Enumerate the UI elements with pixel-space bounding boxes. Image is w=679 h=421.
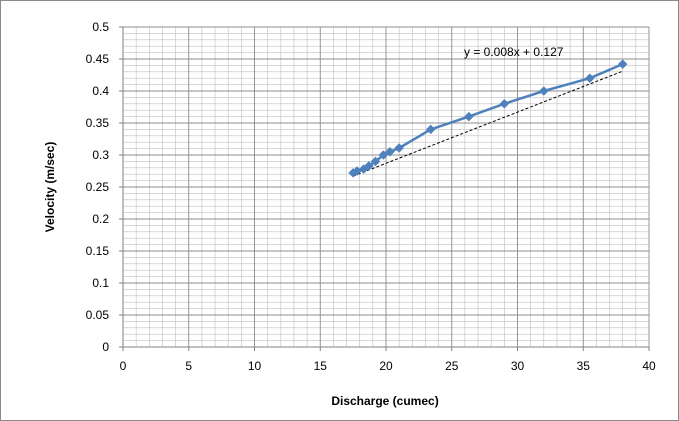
trendline-group [352,70,623,177]
x-tick-label: 15 [314,359,328,373]
data-point [617,59,628,69]
y-tick-label: 0 [102,340,109,354]
series-line [352,62,624,175]
x-axis-title: Discharge (cumec) [331,394,438,408]
x-tick-label: 25 [445,359,459,373]
series-group [348,59,628,178]
x-axis-tick-labels: 0 5 10 15 20 25 30 35 40 [120,359,656,373]
data-point [385,146,395,157]
y-axis-title: Velocity (m/sec) [43,142,57,233]
x-tick-label: 40 [642,359,656,373]
y-axis-tick-labels: 0 0.05 0.1 0.15 0.2 0.25 0.3 0.35 0.4 0.45 0.5 [86,20,110,354]
data-point [584,73,595,84]
major-gridlines [123,26,650,347]
x-tick-label: 20 [379,359,393,373]
axes [119,26,650,351]
data-point [370,156,381,167]
data-point [394,143,405,153]
trendline [352,70,623,177]
x-tick-label: 30 [511,359,525,373]
y-tick-label: 0.2 [92,212,109,226]
y-tick-label: 0.4 [92,84,109,98]
y-tick-label: 0.05 [86,308,110,322]
data-point [499,98,510,109]
x-tick-label: 0 [120,359,127,373]
data-point [378,150,389,160]
y-tick-label: 0.45 [86,52,110,66]
data-point [538,86,549,96]
y-tick-label: 0.3 [92,148,109,162]
data-point [364,161,374,171]
trendline-equation: y = 0.008x + 0.127 [464,45,564,59]
y-tick-label: 0.35 [86,116,110,130]
data-point [463,111,474,122]
x-tick-label: 5 [185,359,192,373]
y-tick-label: 0.15 [86,244,110,258]
x-tick-label: 10 [248,359,262,373]
x-tick-label: 35 [577,359,591,373]
y-tick-label: 0.5 [92,20,109,34]
data-point [425,124,436,135]
y-tick-label: 0.1 [92,276,109,290]
y-tick-label: 0.25 [86,180,110,194]
